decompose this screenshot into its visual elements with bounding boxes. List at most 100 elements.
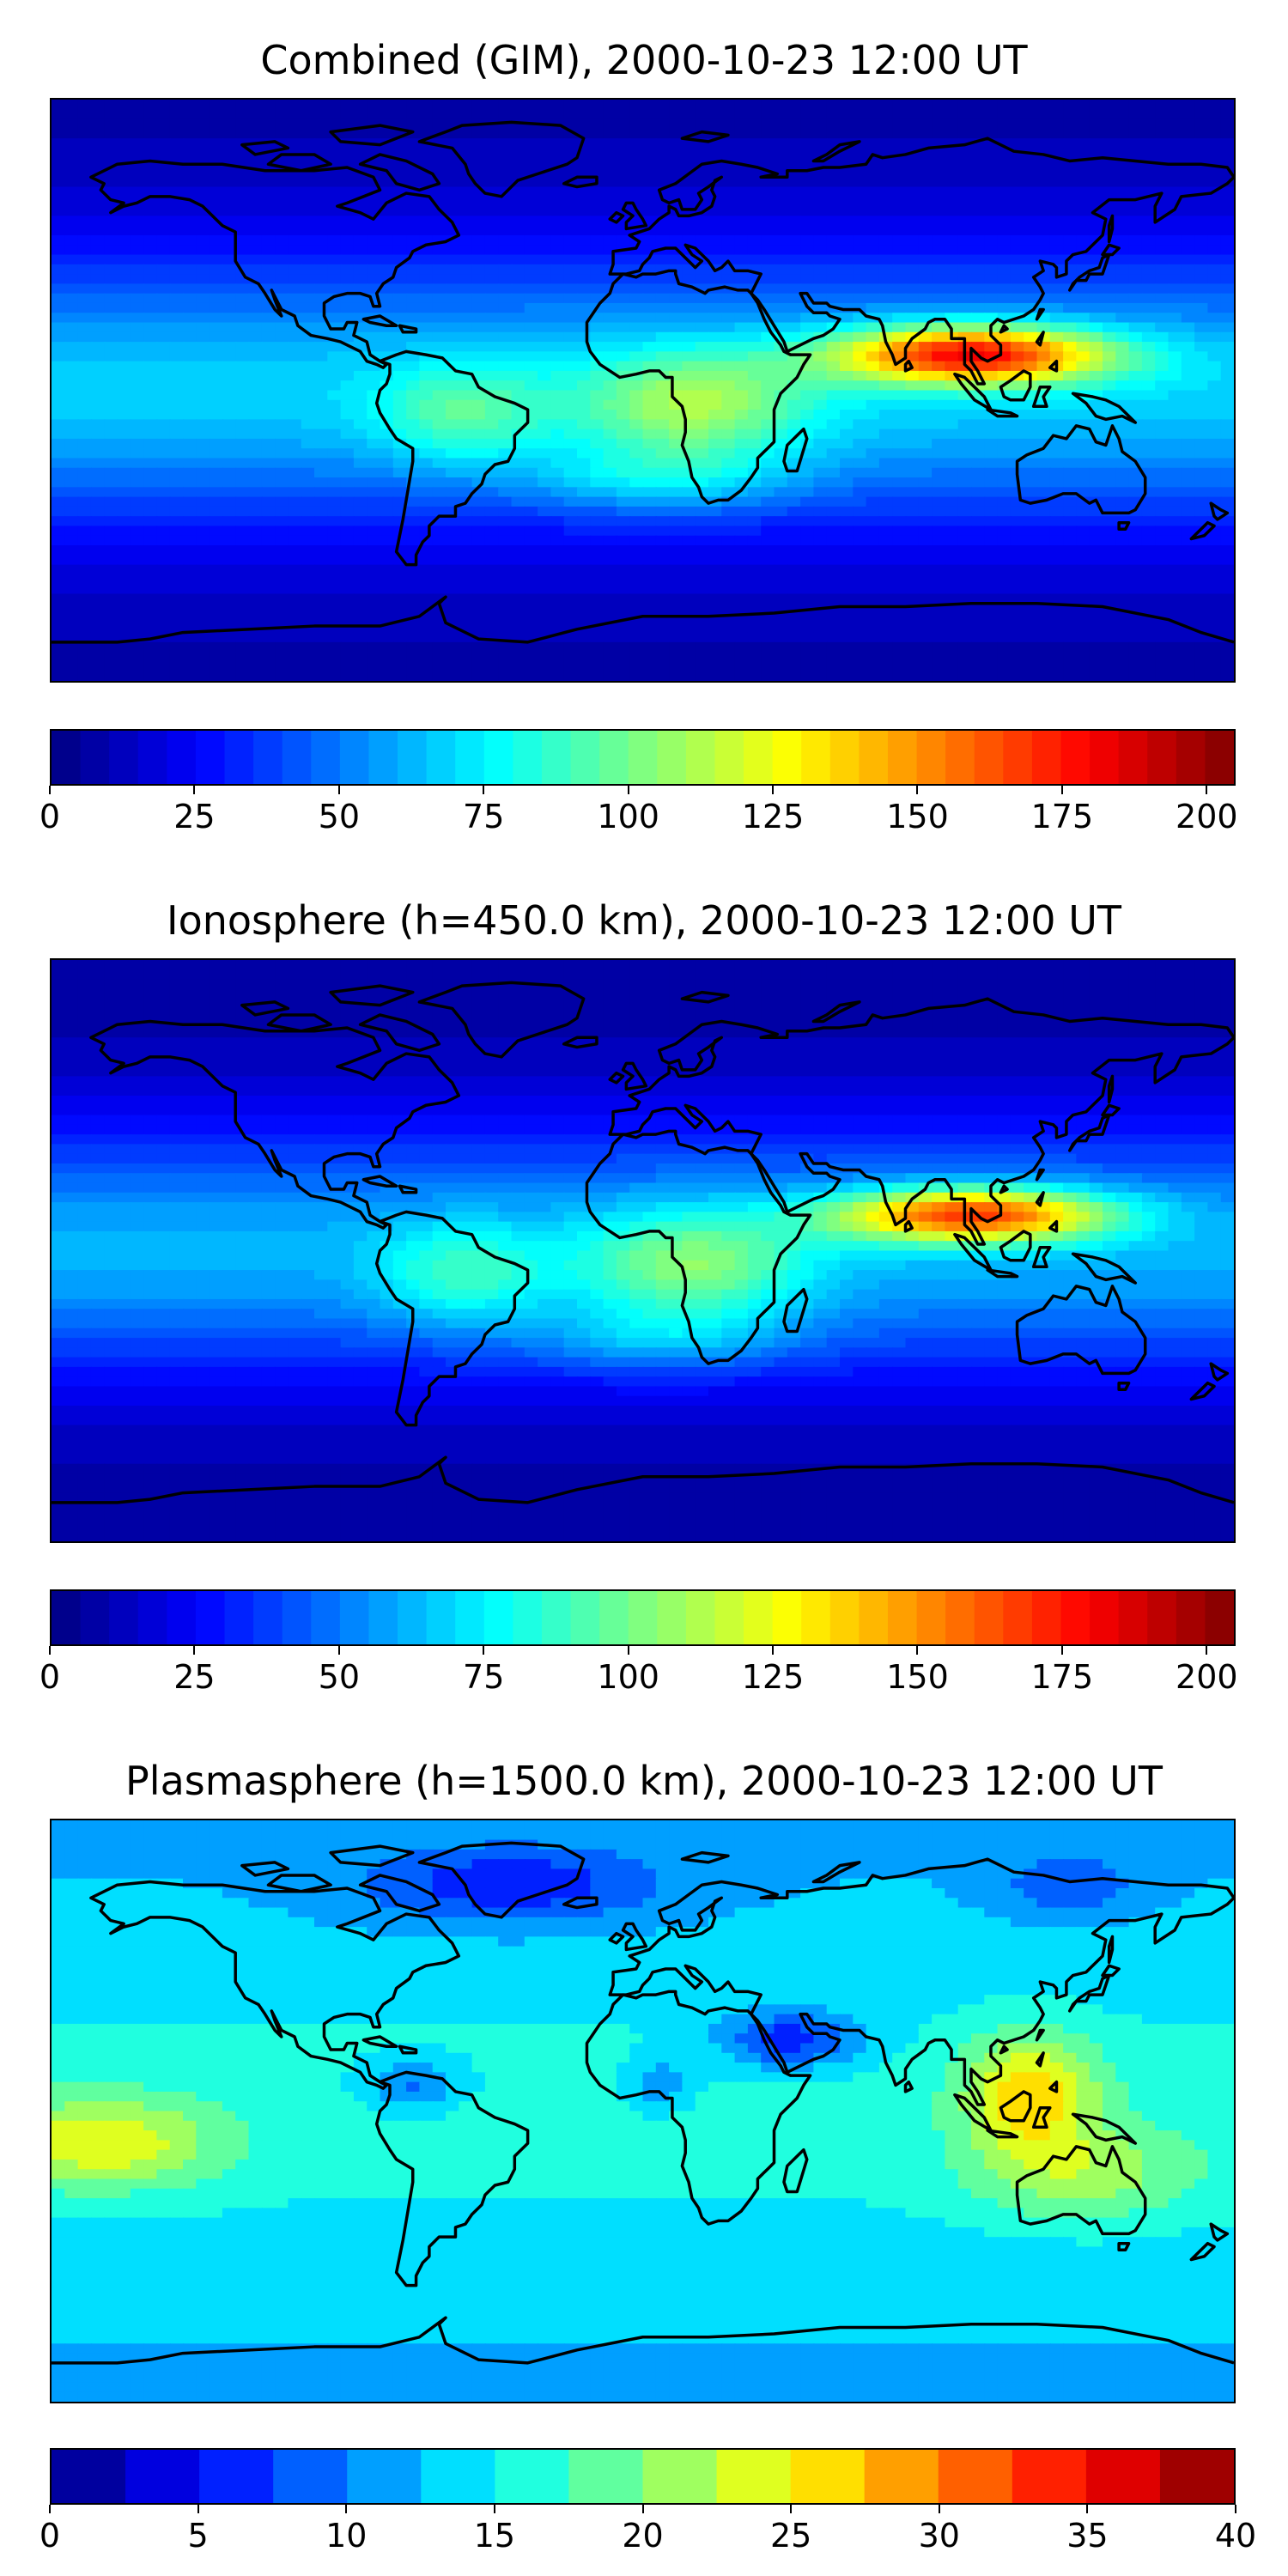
heatmap-cell <box>446 390 460 401</box>
heatmap-cell <box>222 506 237 518</box>
heatmap-cell <box>52 351 66 362</box>
heatmap-cell <box>721 623 736 634</box>
heatmap-cell <box>550 234 565 246</box>
heatmap-cell <box>52 234 66 246</box>
heatmap-cell <box>314 593 329 605</box>
heatmap-cell <box>932 399 946 411</box>
heatmap-cell <box>695 506 710 518</box>
heatmap-cell <box>1194 555 1209 566</box>
heatmap-cell <box>327 419 342 430</box>
heatmap-cell <box>971 535 986 547</box>
heatmap-cell <box>511 186 526 197</box>
heatmap-cell <box>905 274 920 285</box>
heatmap-cell <box>471 410 487 421</box>
heatmap-cell <box>248 458 263 469</box>
heatmap-cell <box>511 564 526 576</box>
heatmap-cell <box>918 109 933 120</box>
heatmap-cell <box>222 302 237 314</box>
heatmap-cell <box>550 390 565 401</box>
heatmap-cell <box>734 245 750 256</box>
heatmap-cell <box>905 351 920 362</box>
heatmap-cell <box>563 496 579 508</box>
heatmap-cell <box>971 100 986 111</box>
heatmap-cell <box>616 564 631 576</box>
heatmap-cell <box>314 603 329 615</box>
heatmap-cell <box>64 448 79 459</box>
heatmap-cell <box>511 526 526 537</box>
heatmap-cell <box>446 399 460 411</box>
heatmap-cell <box>1128 100 1144 111</box>
heatmap-cell <box>866 225 881 237</box>
heatmap-cell <box>997 603 1012 615</box>
heatmap-cell <box>498 623 513 634</box>
heatmap-cell <box>117 351 131 362</box>
heatmap-cell <box>288 264 302 276</box>
heatmap-cell <box>380 342 394 353</box>
heatmap-cell <box>77 157 93 169</box>
heatmap-cell <box>459 380 473 392</box>
heatmap-cell <box>130 206 145 217</box>
heatmap-cell <box>1181 283 1196 295</box>
heatmap-cell <box>1168 477 1182 489</box>
heatmap-cell <box>892 555 907 566</box>
heatmap-cell <box>708 109 723 120</box>
heatmap-cell <box>642 496 657 508</box>
heatmap-cell <box>1181 574 1196 586</box>
heatmap-cell <box>629 632 644 643</box>
heatmap-cell <box>866 410 881 421</box>
heatmap-cell <box>327 564 342 576</box>
heatmap-cell <box>353 410 368 421</box>
heatmap-cell <box>367 496 381 508</box>
heatmap-cell <box>524 458 539 469</box>
heatmap-cell <box>511 487 526 498</box>
heatmap-cell <box>261 118 276 130</box>
heatmap-cell <box>538 245 552 256</box>
heatmap-cell <box>878 167 894 179</box>
heatmap-cell <box>878 109 894 120</box>
heatmap-cell <box>314 283 329 295</box>
heatmap-cell <box>932 216 946 227</box>
heatmap-cell <box>721 206 736 217</box>
heatmap-cell <box>1207 100 1222 111</box>
heatmap-cell <box>603 118 618 130</box>
heatmap-cell <box>590 419 605 430</box>
heatmap-cell <box>945 574 959 586</box>
heatmap-cell <box>248 419 263 430</box>
heatmap-cell <box>222 516 237 527</box>
heatmap-cell <box>774 128 788 140</box>
heatmap-cell <box>932 467 946 479</box>
heatmap-cell <box>104 331 118 343</box>
heatmap-cell <box>117 361 131 373</box>
heatmap-cell <box>143 167 158 179</box>
heatmap-cell <box>183 293 197 305</box>
heatmap-cell <box>183 138 197 149</box>
heatmap-cell <box>64 342 79 353</box>
heatmap-cell <box>511 302 526 314</box>
heatmap-cell <box>1155 399 1170 411</box>
heatmap-cell <box>183 234 197 246</box>
heatmap-cell <box>511 623 526 634</box>
heatmap-cell <box>734 225 750 237</box>
heatmap-cell <box>353 128 368 140</box>
heatmap-cell <box>1103 322 1117 333</box>
heatmap-cell <box>196 574 210 586</box>
heatmap-cell <box>866 390 881 401</box>
heatmap-cell <box>511 342 526 353</box>
heatmap-cell <box>498 516 513 527</box>
heatmap-cell <box>1194 283 1209 295</box>
heatmap-cell <box>275 100 289 111</box>
heatmap-cell <box>130 496 145 508</box>
heatmap-cell <box>957 526 973 537</box>
heatmap-cell <box>498 254 513 265</box>
heatmap-cell <box>459 526 473 537</box>
heatmap-cell <box>800 118 815 130</box>
heatmap-cell <box>629 254 644 265</box>
heatmap-cell <box>905 177 920 188</box>
heatmap-cell <box>1207 234 1222 246</box>
heatmap-cell <box>261 274 276 285</box>
heatmap-cell <box>1141 380 1157 392</box>
heatmap-cell <box>392 225 408 237</box>
heatmap-cell <box>1115 613 1130 624</box>
heatmap-cell <box>761 458 775 469</box>
heatmap-cell <box>77 535 93 547</box>
